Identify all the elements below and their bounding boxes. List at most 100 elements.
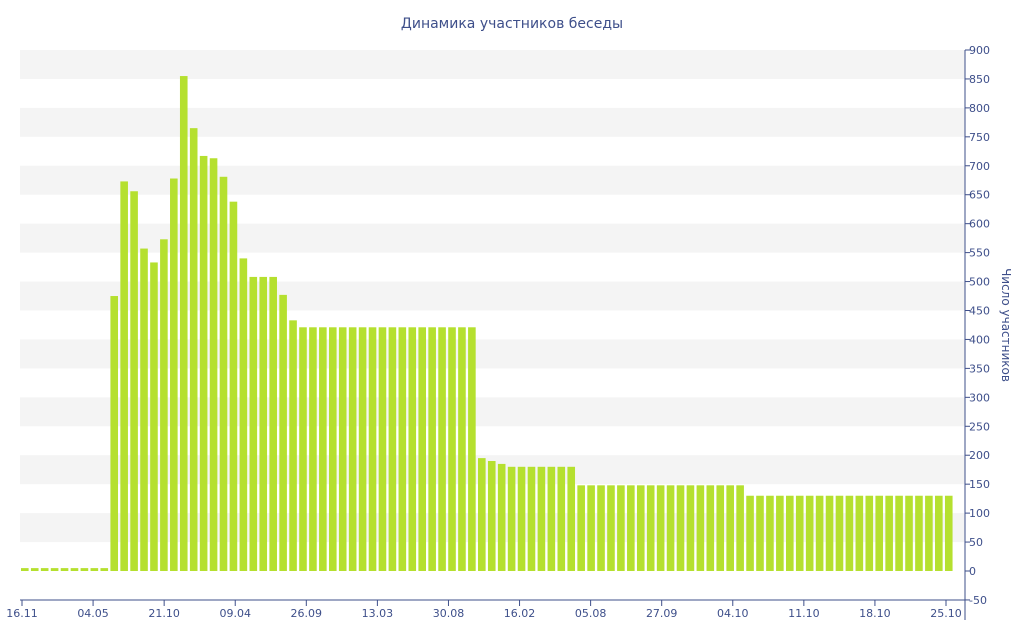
x-tick-label: 16.11 — [6, 607, 38, 620]
x-axis-ticks: 16.11 04.05 21.10 09.04 26.09 13.03 30.08 16.02… — [6, 600, 962, 620]
bar — [696, 485, 705, 571]
bar — [478, 458, 486, 571]
bar — [140, 248, 148, 571]
bar — [795, 495, 804, 571]
y-tick-label: 600 — [969, 218, 990, 231]
x-tick-label: 04.05 — [77, 607, 109, 620]
y-tick-label: 450 — [969, 305, 990, 318]
y-tick-label: 100 — [969, 507, 990, 520]
grid-band — [20, 165, 965, 195]
bar — [935, 495, 943, 571]
bar — [776, 495, 784, 571]
bar — [160, 239, 168, 572]
bar — [249, 276, 258, 571]
x-tick-label: 18.10 — [859, 607, 891, 620]
bar — [656, 485, 665, 571]
bar — [438, 327, 446, 571]
y-tick-label: 550 — [969, 247, 990, 260]
x-tick-label: 30.08 — [433, 607, 465, 620]
x-tick-label: 13.03 — [362, 607, 394, 620]
bar — [259, 276, 268, 571]
y-tick-label: 900 — [969, 44, 990, 57]
y-tick-label: 500 — [969, 276, 990, 289]
y-tick-label: -50 — [969, 594, 987, 607]
bar — [567, 466, 576, 571]
bar — [487, 461, 496, 571]
bar — [150, 262, 158, 571]
bar — [219, 176, 228, 571]
x-tick-label: 05.08 — [575, 607, 607, 620]
bar — [50, 568, 59, 571]
y-tick-label: 650 — [969, 189, 990, 202]
bar — [319, 327, 327, 571]
bars — [21, 76, 953, 572]
x-tick-label: 04.10 — [717, 607, 749, 620]
y-axis-label: Число участников — [999, 268, 1013, 382]
bar — [289, 320, 297, 571]
bar — [944, 495, 953, 571]
bar — [398, 327, 407, 571]
bar — [170, 178, 178, 571]
bar — [636, 485, 645, 571]
bar — [517, 466, 526, 571]
y-tick-label: 300 — [969, 391, 990, 404]
chart-title: Динамика участников беседы — [401, 16, 623, 32]
y-tick-label: 700 — [969, 160, 990, 173]
bar — [110, 296, 119, 571]
x-tick-label: 25.10 — [930, 607, 962, 620]
y-tick-label: 750 — [969, 131, 990, 144]
bar — [885, 495, 893, 571]
bar — [348, 327, 357, 571]
y-tick-label: 350 — [969, 362, 990, 375]
grid-band — [20, 50, 965, 79]
y-tick-label: 150 — [969, 478, 990, 491]
x-tick-label: 21.10 — [148, 607, 180, 620]
bar — [706, 485, 715, 571]
x-tick-label: 16.02 — [504, 607, 536, 620]
bar — [458, 327, 466, 571]
bar — [100, 568, 109, 571]
x-tick-label: 27.09 — [646, 607, 678, 620]
grid-band — [20, 107, 965, 137]
bar — [408, 327, 417, 571]
bar — [835, 495, 844, 571]
bar — [746, 495, 754, 571]
bar — [895, 495, 903, 571]
bar — [130, 191, 138, 571]
y-axis-ticks: -50 0 50 100 150 200 250 300 350 400 450 500 550 600 6… — [965, 44, 990, 607]
bar — [676, 485, 685, 571]
bar — [468, 327, 476, 571]
bar — [617, 485, 625, 571]
bar — [815, 495, 824, 571]
bar — [30, 568, 39, 571]
bar — [309, 327, 317, 571]
bar — [199, 155, 208, 571]
bar — [229, 201, 238, 572]
bar — [786, 495, 794, 571]
bar — [70, 568, 79, 571]
bar — [388, 327, 397, 571]
bar — [557, 466, 566, 571]
bar — [368, 327, 377, 571]
bar — [597, 485, 605, 571]
y-tick-label: 200 — [969, 449, 990, 462]
bar — [507, 466, 516, 571]
bar — [279, 294, 287, 571]
bar — [328, 327, 337, 571]
bar — [915, 495, 923, 571]
bar — [845, 495, 854, 571]
bar — [875, 495, 884, 571]
bar — [378, 327, 387, 571]
y-tick-label: 250 — [969, 420, 990, 433]
bar — [905, 495, 913, 571]
bar — [925, 495, 933, 571]
bar — [726, 485, 734, 571]
bar — [80, 568, 89, 571]
bar — [179, 76, 188, 572]
bar — [587, 485, 595, 571]
bar — [686, 485, 695, 571]
bar — [60, 568, 69, 571]
bar — [497, 463, 506, 571]
bar — [646, 485, 655, 571]
